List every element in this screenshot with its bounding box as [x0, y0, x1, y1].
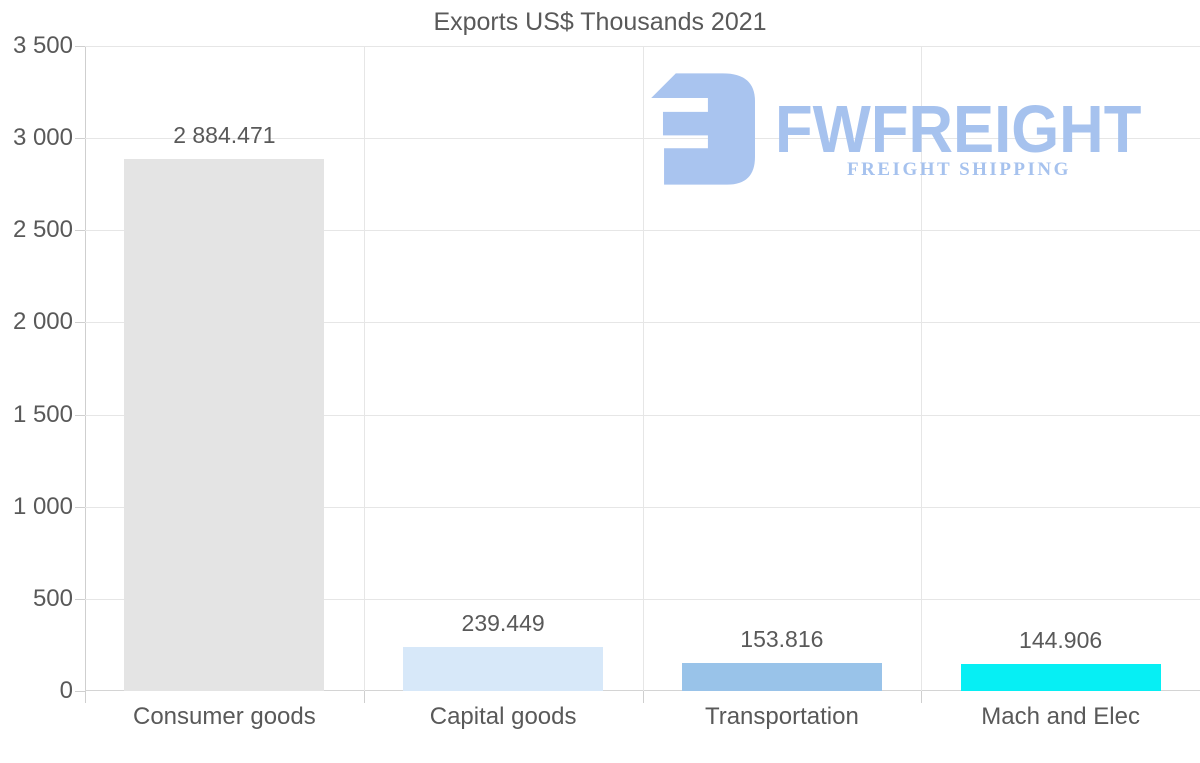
x-tick	[363, 691, 365, 703]
y-tick	[75, 691, 85, 692]
y-tick	[75, 138, 85, 140]
y-axis-label: 2 000	[12, 308, 73, 336]
plot-area: 2 884.471 239.449 153.816 144.906	[75, 46, 1200, 703]
gridline-x	[921, 46, 923, 691]
y-tick	[75, 506, 85, 508]
y-tick	[75, 46, 85, 47]
bar-capital-goods	[403, 646, 604, 691]
bar-value-label-transportation: 153.816	[740, 625, 824, 652]
bar-value-label-mach-and-elec: 144.906	[1019, 627, 1103, 654]
chart-title: Exports US$ Thousands 2021	[433, 8, 767, 36]
bar-transportation	[681, 662, 882, 691]
y-tick	[75, 598, 85, 600]
gridline-x	[363, 46, 365, 691]
y-axis-label: 3 000	[12, 124, 73, 152]
brand-logo: FWFREIGHT FREIGHT SHIPPING	[648, 73, 1148, 188]
y-axis-line	[85, 46, 86, 702]
y-axis-label: 3 500	[12, 32, 73, 59]
bar-mach-and-elec	[960, 664, 1161, 691]
brand-logo-icon	[651, 73, 755, 185]
bar-consumer-goods	[124, 159, 325, 691]
x-axis-label-transportation: Transportation	[704, 703, 859, 730]
y-axis-label: 2 500	[12, 216, 73, 244]
y-axis-label: 1 500	[12, 400, 73, 428]
y-tick	[75, 230, 85, 232]
x-axis-label-consumer-goods: Consumer goods	[132, 703, 316, 730]
x-axis-label-mach-and-elec: Mach and Elec	[981, 703, 1140, 730]
y-axis-label: 0	[59, 677, 73, 704]
brand-wordmark: FWFREIGHT	[775, 92, 1142, 167]
y-tick	[75, 414, 85, 416]
gridline-x	[642, 46, 644, 691]
x-tick	[85, 691, 86, 703]
x-axis-label-capital-goods: Capital goods	[429, 703, 577, 730]
bar-value-label-capital-goods: 239.449	[461, 609, 545, 636]
x-tick	[642, 691, 644, 703]
bar-value-label-consumer-goods: 2 884.471	[173, 122, 276, 149]
y-axis-label: 1 000	[12, 492, 73, 520]
x-tick	[921, 691, 923, 703]
y-axis-label: 500	[32, 584, 73, 612]
brand-tagline: FREIGHT SHIPPING	[847, 159, 1071, 180]
y-tick	[75, 322, 85, 324]
